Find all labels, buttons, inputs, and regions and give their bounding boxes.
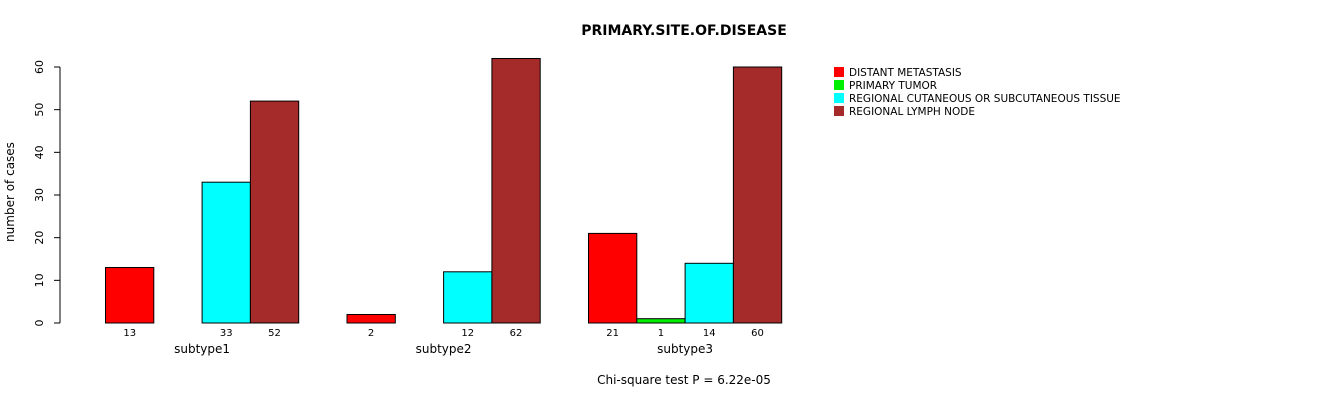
y-tick-label: 40 [33, 145, 46, 159]
bar [346, 314, 396, 324]
bar [249, 100, 300, 324]
bar [105, 267, 155, 324]
group-label: subtype1 [174, 342, 230, 356]
legend-swatch [834, 67, 844, 77]
legend-label: PRIMARY TUMOR [849, 80, 937, 92]
group-labels: subtype1 subtype2 subtype3 [174, 342, 713, 356]
bars [105, 58, 783, 324]
value-label: 52 [268, 328, 281, 339]
y-tick-label: 30 [33, 188, 46, 202]
bar [491, 58, 541, 324]
value-label: 14 [703, 328, 716, 339]
y-tick-label: 50 [33, 103, 46, 117]
chi-square-footnote: Chi-square test P = 6.22e-05 [597, 373, 771, 387]
legend-label: DISTANT METASTASIS [849, 67, 962, 79]
bar [443, 271, 493, 324]
value-label: 60 [751, 328, 764, 339]
bar [588, 232, 638, 324]
legend-label: REGIONAL CUTANEOUS OR SUBCUTANEOUS TISSU… [849, 93, 1121, 105]
y-tick-label: 20 [33, 231, 46, 245]
value-label: 12 [461, 328, 474, 339]
y-tick-label: 60 [33, 60, 46, 74]
value-label: 21 [606, 328, 619, 339]
group-label: subtype3 [657, 342, 713, 356]
y-tick-label: 0 [33, 320, 46, 327]
legend-swatch [834, 106, 844, 116]
value-label: 2 [368, 328, 374, 339]
bar [201, 181, 251, 324]
value-label: 13 [123, 328, 136, 339]
bar [636, 318, 686, 324]
value-labels: 13 33 52 2 12 62 21 1 14 60 [123, 328, 764, 339]
group-label: subtype2 [416, 342, 472, 356]
legend-swatch [834, 80, 844, 90]
value-label: 1 [658, 328, 664, 339]
y-axis-label: number of cases [3, 142, 17, 242]
y-tick-label: 10 [33, 273, 46, 287]
chart-title: PRIMARY.SITE.OF.DISEASE [581, 23, 787, 39]
legend-swatch [834, 93, 844, 103]
y-axis: 0 10 20 30 40 50 60 [33, 60, 61, 327]
bar [732, 66, 783, 324]
value-label: 33 [220, 328, 233, 339]
value-label: 62 [510, 328, 523, 339]
legend-label: REGIONAL LYMPH NODE [849, 106, 975, 118]
bar [684, 262, 734, 324]
